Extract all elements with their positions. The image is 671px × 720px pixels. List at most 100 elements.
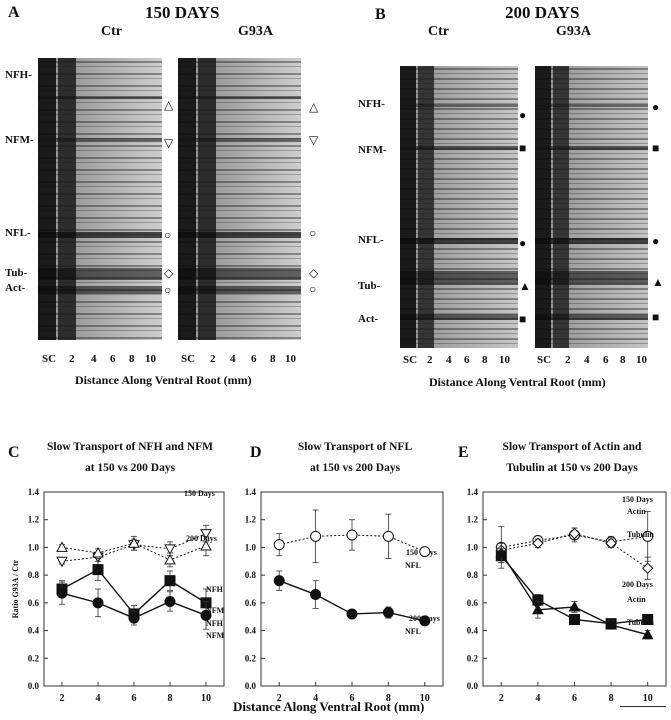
chart-c-group-label: 150 Days — [184, 489, 215, 498]
chart-d-ytick-label: 0.0 — [245, 681, 257, 691]
lane-b-g93a-3: 6 — [603, 354, 609, 366]
chart-d-title-line1: Slow Transport of NFL — [297, 441, 413, 453]
chart-e-ytick-label: 1.2 — [467, 515, 479, 525]
lane-a-ctr-5: 10 — [145, 353, 156, 365]
chart-c-ytick-label: 1.2 — [28, 515, 40, 525]
chart-c-xtick-label: 2 — [60, 693, 65, 704]
chart-d-ytick-label: 1.4 — [245, 487, 257, 497]
chart-c-point — [56, 556, 68, 568]
lane-b-ctr-1: 2 — [427, 354, 433, 366]
marker-b-ctr-nfm: ■ — [519, 141, 527, 155]
lane-b-ctr-3: 6 — [464, 354, 470, 366]
chart-e-xtick-label: 6 — [572, 693, 577, 704]
band-label-b-nfh: NFH- — [358, 98, 385, 110]
chart-d-point — [310, 589, 322, 601]
chart-e-ytick-label: 1.4 — [467, 487, 479, 497]
chart-c-title-line1: Slow Transport of NFH and NFM — [46, 441, 213, 453]
chart-c-point — [200, 609, 212, 621]
chart-e-title-line2: Tubulin at 150 vs 200 Days — [506, 462, 638, 474]
chart-e-group-label: 200 Days — [622, 580, 653, 589]
chart-c-xtick-label: 8 — [168, 693, 173, 704]
lane-b-ctr-5: 10 — [499, 354, 510, 366]
marker-b-ctr-tub: ▲ — [519, 279, 531, 293]
chart-e-point — [641, 562, 654, 574]
chart-c-point — [56, 541, 68, 552]
chart-e-xtick-label: 8 — [609, 693, 614, 704]
panel-b-ctr-label: Ctr — [428, 24, 449, 39]
chart-d-point — [310, 530, 322, 542]
gel-image-a-ctr — [38, 58, 162, 340]
chart-e-point — [641, 628, 654, 640]
chart-e-point — [495, 546, 508, 558]
chart-e-ytick-label: 1.0 — [467, 542, 479, 552]
chart-e-series-line — [501, 533, 648, 569]
chart-d-xtick-label: 10 — [420, 693, 430, 704]
chart-c-ytick-label: 0.8 — [28, 570, 40, 580]
chart-c-xtick-label: 6 — [132, 693, 137, 704]
chart-c-point — [56, 587, 68, 599]
chart-e-xtick-label: 10 — [643, 693, 653, 704]
chart-d-point — [273, 539, 285, 551]
chart-c-series-line — [61, 533, 207, 562]
marker-b-g93a-nfm: ■ — [652, 141, 660, 155]
scale-bar — [620, 706, 666, 707]
chart-c-series-label: NFH — [206, 585, 224, 594]
chart-c-ytick-label: 1.0 — [28, 542, 40, 552]
panel-a-xlabel: Distance Along Ventral Root (mm) — [75, 373, 252, 387]
chart-d-xtick-label: 2 — [277, 693, 282, 704]
chart-d-point — [382, 530, 394, 542]
marker-a-g93a-nfm: ▽ — [309, 133, 319, 147]
chart-d-ytick-label: 0.6 — [245, 598, 257, 608]
marker-a-g93a-tub: ◇ — [309, 266, 319, 280]
panel-letter-c: C — [8, 444, 20, 461]
shared-xlabel: Distance Along Ventral Root (mm) — [233, 699, 425, 714]
chart-c-ytick-label: 0.6 — [28, 598, 40, 608]
chart-c-point — [164, 595, 176, 607]
chart-c-group-label: 200 Days — [186, 534, 217, 543]
chart-c-point — [164, 544, 176, 555]
chart-d-xtick-label: 4 — [313, 693, 318, 704]
chart-e-point — [642, 613, 654, 625]
panel-letter-e: E — [458, 444, 469, 461]
chart-e-xtick-label: 2 — [499, 693, 504, 704]
chart-e-point — [642, 530, 654, 542]
chart-c-point — [200, 529, 212, 540]
gel-image-b-ctr — [400, 66, 518, 348]
chart-d-point — [346, 608, 358, 620]
marker-a-ctr-act: ○ — [164, 283, 172, 297]
lane-a-g93a-0: SC — [181, 353, 196, 365]
chart-c-ytick-label: 0.0 — [28, 681, 40, 691]
chart-d-point — [273, 575, 285, 587]
chart-d-point — [419, 615, 431, 627]
chart-d-series-label: NFL — [405, 561, 421, 570]
panel-a-g93a-label: G93A — [238, 24, 273, 39]
chart-c-point — [164, 575, 176, 587]
marker-a-ctr-nfl: ○ — [164, 228, 172, 242]
marker-a-ctr-nfm: ▽ — [164, 136, 174, 150]
chart-d-ytick-label: 0.2 — [245, 653, 257, 663]
chart-d-title-line2: at 150 vs 200 Days — [309, 462, 401, 474]
gel-image-b-g93a — [535, 66, 648, 348]
chart-c-point — [92, 564, 104, 576]
chart-e-series-label: Actin — [627, 507, 646, 516]
chart-e-point — [532, 603, 544, 615]
chart-d-xtick-label: 6 — [350, 693, 355, 704]
lane-a-g93a-4: 8 — [270, 353, 276, 365]
chart-e-point — [568, 527, 581, 540]
chart-e-series-label: Tubulin — [627, 618, 654, 627]
panel-a-ctr-label: Ctr — [101, 24, 122, 39]
band-label-b-nfm: NFM- — [358, 144, 387, 156]
lane-a-ctr-0: SC — [42, 353, 57, 365]
chart-c-point — [128, 612, 140, 624]
chart-e-group-label: 150 Days — [622, 495, 653, 504]
lane-a-ctr-2: 4 — [91, 353, 97, 365]
band-label-act: Act- — [5, 282, 26, 294]
marker-b-ctr-nfl: ● — [519, 236, 527, 250]
lane-a-g93a-2: 4 — [230, 353, 236, 365]
marker-b-g93a-nfh: ● — [652, 100, 660, 114]
panel-b-title: 200 DAYS — [505, 3, 580, 22]
chart-e-series-line — [500, 555, 648, 625]
panel-a-title: 150 DAYS — [145, 3, 220, 22]
